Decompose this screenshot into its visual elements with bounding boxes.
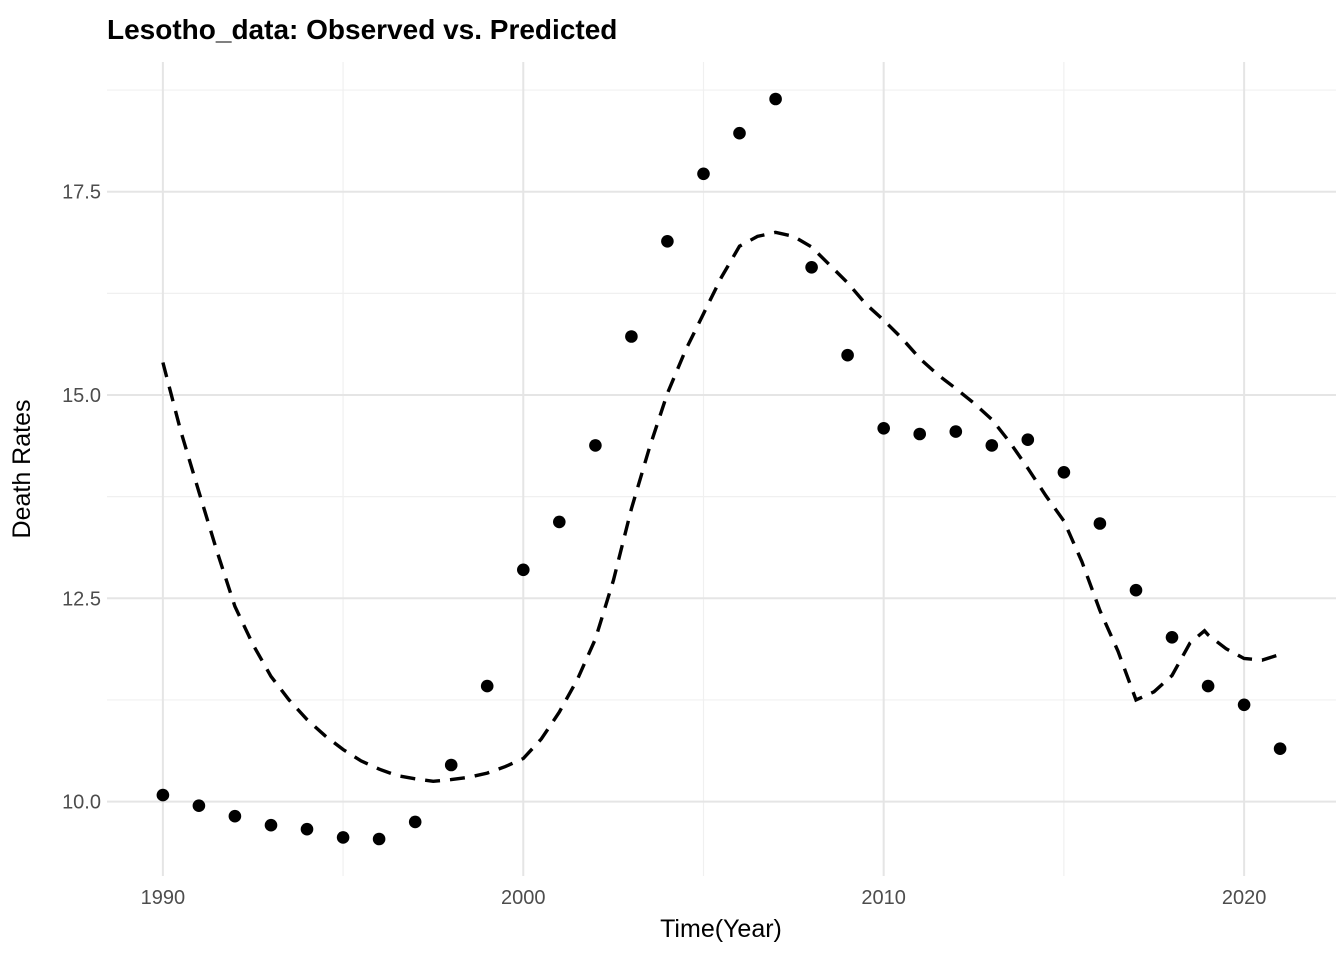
x-tick-label: 2020 — [1222, 887, 1267, 909]
observed-point — [1201, 679, 1215, 693]
observed-point — [300, 822, 314, 836]
observed-point — [1273, 742, 1287, 755]
observed-point — [697, 167, 710, 181]
observed-point — [372, 832, 386, 846]
observed-point — [192, 799, 206, 812]
observed-point — [444, 758, 458, 772]
observed-point — [661, 235, 674, 248]
observed-point — [1093, 517, 1107, 530]
x-axis-title: Time(Year) — [660, 915, 782, 943]
observed-point — [841, 348, 854, 362]
y-tick-label: 15.0 — [62, 385, 101, 407]
observed-point — [805, 261, 818, 274]
y-tick-label: 10.0 — [62, 792, 101, 814]
y-axis-title: Death Rates — [8, 400, 36, 539]
observed-point — [1165, 631, 1179, 644]
series-layer — [156, 92, 1287, 846]
observed-point — [913, 427, 926, 441]
observed-point — [264, 818, 278, 832]
observed-point — [985, 439, 999, 452]
observed-point — [228, 809, 242, 823]
x-tick-label: 2010 — [861, 887, 906, 909]
predicted-line — [161, 230, 1281, 784]
y-tick-label: 17.5 — [62, 182, 101, 204]
gridlines-minor — [107, 62, 1336, 876]
observed-point — [1129, 583, 1143, 597]
observed-point — [1057, 466, 1071, 479]
gridlines-major — [107, 62, 1336, 876]
observed-point — [517, 563, 530, 577]
y-tick-label: 12.5 — [62, 588, 101, 610]
axis-tick-labels: 1990 2000 2010 2020 10.0 12.5 15.0 17.5 — [62, 182, 1266, 909]
x-tick-label: 2000 — [501, 887, 546, 909]
observed-point — [769, 92, 782, 106]
observed-point — [336, 831, 350, 844]
observed-point — [625, 330, 638, 343]
observed-point — [877, 422, 890, 435]
observed-point — [553, 515, 566, 529]
chart-title: Lesotho_data: Observed vs. Predicted — [107, 14, 617, 45]
observed-point — [480, 679, 494, 693]
x-tick-label: 1990 — [141, 887, 186, 909]
observed-point — [156, 788, 170, 802]
observed-point — [408, 815, 422, 829]
observed-point — [589, 439, 602, 452]
observed-point — [1021, 433, 1035, 447]
observed-point — [949, 425, 963, 438]
observed-point — [733, 126, 746, 140]
observed-point — [1237, 698, 1251, 712]
